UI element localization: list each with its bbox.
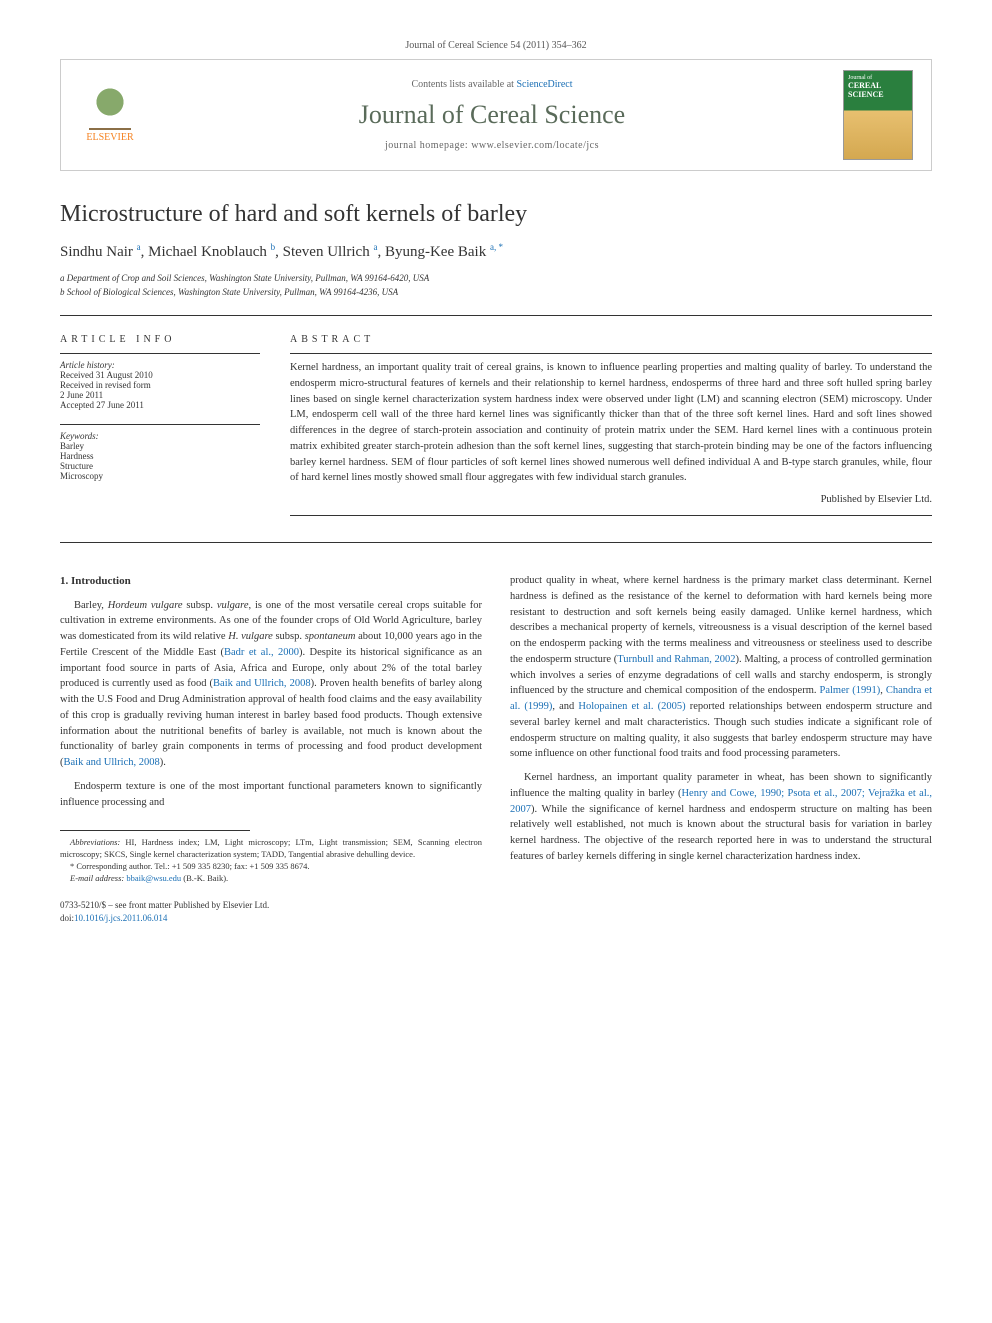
author-list: Sindhu Nair a, Michael Knoblauch b, Stev…: [60, 242, 932, 261]
body-paragraph: Kernel hardness, an important quality pa…: [510, 770, 932, 865]
abbrev-text: HI, Hardness index; LM, Light microscopy…: [60, 837, 482, 859]
email-link[interactable]: bbaik@wsu.edu: [126, 873, 181, 883]
footnote-divider: [60, 830, 250, 831]
corr-label: * Corresponding author.: [70, 861, 154, 871]
history-item: Received 31 August 2010: [60, 370, 260, 380]
abbrev-label: Abbreviations:: [70, 837, 120, 847]
history-label: Article history:: [60, 360, 260, 370]
body-paragraph: Barley, Hordeum vulgare subsp. vulgare, …: [60, 598, 482, 771]
keyword: Hardness: [60, 451, 260, 461]
right-column: product quality in wheat, where kernel h…: [510, 573, 932, 926]
doi-prefix: doi:: [60, 913, 74, 923]
email-label: E-mail address:: [70, 873, 126, 883]
keyword: Barley: [60, 441, 260, 451]
history-item: Received in revised form: [60, 380, 260, 390]
header-center: Contents lists available at ScienceDirec…: [141, 79, 843, 151]
divider: [290, 515, 932, 516]
journal-cover-thumb[interactable]: Journal of CEREAL SCIENCE: [843, 70, 913, 160]
homepage-line: journal homepage: www.elsevier.com/locat…: [141, 140, 843, 151]
affiliations-block: a Department of Crop and Soil Sciences, …: [60, 273, 932, 297]
contents-prefix: Contents lists available at: [411, 79, 516, 90]
affiliation: a Department of Crop and Soil Sciences, …: [60, 273, 932, 283]
divider: [60, 542, 932, 543]
keywords-block: Keywords: Barley Hardness Structure Micr…: [60, 424, 260, 481]
body-paragraph: Endosperm texture is one of the most imp…: [60, 779, 482, 811]
sciencedirect-link[interactable]: ScienceDirect: [516, 79, 572, 90]
abbreviations-footnote: Abbreviations: HI, Hardness index; LM, L…: [60, 837, 482, 861]
history-item: 2 June 2011: [60, 390, 260, 400]
keywords-label: Keywords:: [60, 431, 260, 441]
cover-text-main: CEREAL SCIENCE: [848, 81, 908, 99]
doi-block: 0733-5210/$ – see front matter Published…: [60, 899, 482, 926]
paper-title: Microstructure of hard and soft kernels …: [60, 201, 932, 228]
keyword: Structure: [60, 461, 260, 471]
divider: [60, 424, 260, 425]
body-paragraph: product quality in wheat, where kernel h…: [510, 573, 932, 762]
info-abstract-row: ARTICLE INFO Article history: Received 3…: [60, 334, 932, 522]
contents-line: Contents lists available at ScienceDirec…: [141, 79, 843, 90]
published-by: Published by Elsevier Ltd.: [290, 494, 932, 505]
abstract-block: ABSTRACT Kernel hardness, an important q…: [290, 334, 932, 522]
homepage-url[interactable]: www.elsevier.com/locate/jcs: [471, 140, 599, 151]
left-column: 1. Introduction Barley, Hordeum vulgare …: [60, 573, 482, 926]
affiliation: b School of Biological Sciences, Washing…: [60, 287, 932, 297]
copyright-line: 0733-5210/$ – see front matter Published…: [60, 899, 482, 913]
email-footnote: E-mail address: bbaik@wsu.edu (B.-K. Bai…: [60, 873, 482, 885]
history-item: Accepted 27 June 2011: [60, 400, 260, 410]
corresponding-author-footnote: * Corresponding author. Tel.: +1 509 335…: [60, 861, 482, 873]
abstract-text: Kernel hardness, an important quality tr…: [290, 360, 932, 486]
divider: [290, 353, 932, 354]
corr-text: Tel.: +1 509 335 8230; fax: +1 509 335 8…: [154, 861, 309, 871]
journal-header-box: ELSEVIER Contents lists available at Sci…: [60, 59, 932, 171]
intro-heading: 1. Introduction: [60, 573, 482, 590]
divider: [60, 315, 932, 316]
elsevier-logo[interactable]: ELSEVIER: [79, 88, 141, 143]
body-columns: 1. Introduction Barley, Hordeum vulgare …: [60, 573, 932, 926]
keyword: Microscopy: [60, 471, 260, 481]
citation-line: Journal of Cereal Science 54 (2011) 354–…: [60, 40, 932, 51]
email-suffix: (B.-K. Baik).: [181, 873, 228, 883]
article-info-heading: ARTICLE INFO: [60, 334, 260, 345]
publisher-name: ELSEVIER: [79, 132, 141, 143]
abstract-heading: ABSTRACT: [290, 334, 932, 345]
article-info-block: ARTICLE INFO Article history: Received 3…: [60, 334, 260, 522]
elsevier-tree-icon: [89, 88, 131, 130]
journal-name: Journal of Cereal Science: [141, 100, 843, 130]
divider: [60, 353, 260, 354]
homepage-prefix: journal homepage:: [385, 140, 471, 151]
doi-link[interactable]: 10.1016/j.jcs.2011.06.014: [74, 913, 167, 923]
